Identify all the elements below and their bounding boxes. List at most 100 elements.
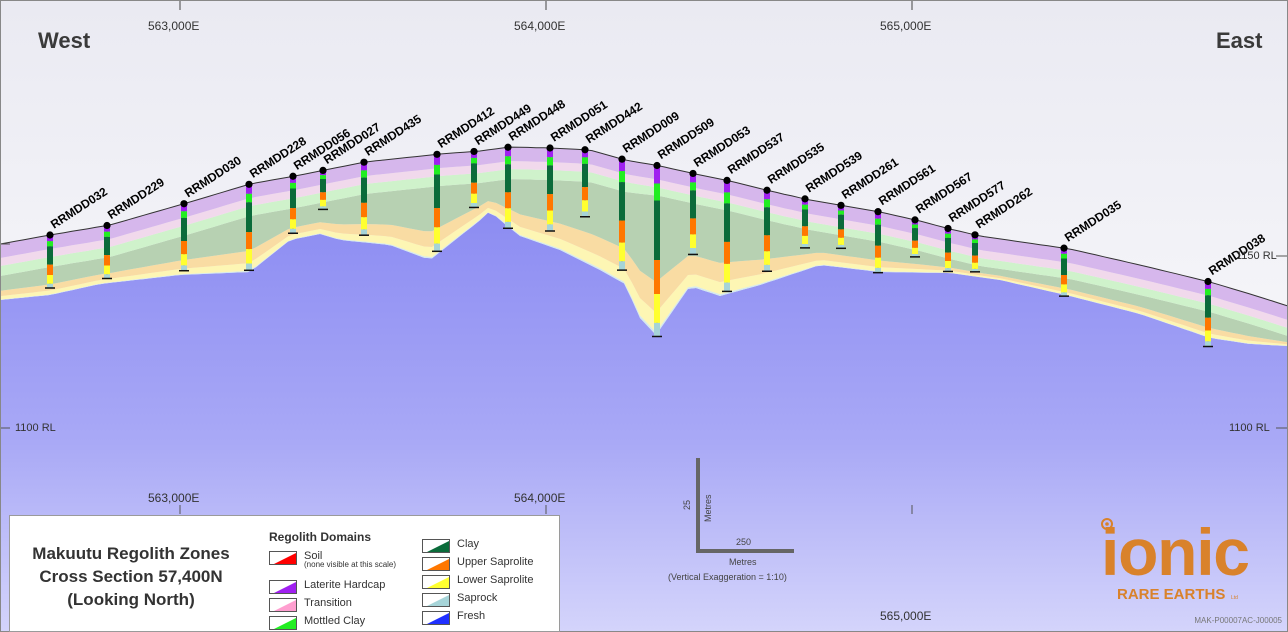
easting-bottom-563000: 563,000E <box>148 491 200 505</box>
drillhole-interval <box>582 157 588 164</box>
drillhole-interval <box>690 190 696 219</box>
legend-title-line-2: Cross Section 57,400N <box>39 567 223 586</box>
drillhole-interval <box>320 179 326 193</box>
west-label: West <box>38 28 91 53</box>
ionic-logo: ionic RARE EARTHS Ltd <box>1101 515 1250 603</box>
drillhole-interval <box>47 283 53 288</box>
drillhole-interval <box>47 264 53 275</box>
drillhole-interval <box>972 262 978 269</box>
legend-label: Upper Saprolite <box>457 556 534 568</box>
drillhole-interval <box>361 229 367 236</box>
drillhole-interval <box>582 150 588 158</box>
drillhole-interval <box>547 224 553 231</box>
drillhole-interval <box>654 200 660 260</box>
drillhole-interval <box>1061 292 1067 297</box>
drillhole-interval <box>434 164 440 175</box>
drillhole-interval <box>802 226 808 236</box>
drillhole-interval <box>361 202 367 218</box>
drillhole-interval <box>972 243 978 256</box>
drillhole-interval <box>802 235 808 245</box>
drillhole-interval <box>972 239 978 243</box>
drillhole-interval <box>912 224 918 229</box>
drillhole-interval <box>547 210 553 225</box>
drillhole-interval <box>104 265 110 275</box>
scale-vertical-value: 25 <box>682 499 692 510</box>
drillhole-interval <box>181 254 187 266</box>
logo-suffix: Ltd <box>1231 595 1238 601</box>
scale-vertical-unit: Metres <box>703 494 713 522</box>
scale-exaggeration-note: (Vertical Exaggeration = 1:10) <box>668 572 787 582</box>
drillhole-interval <box>181 204 187 212</box>
drillhole-collar <box>470 147 478 156</box>
drillhole-interval <box>912 228 918 241</box>
drillhole-interval <box>724 203 730 242</box>
drawing-reference-code: MAK-P00007AC-J00005 <box>1194 616 1282 625</box>
drillhole-interval <box>246 249 252 264</box>
legend-label: Saprock <box>457 592 498 604</box>
legend-title: Makuutu Regolith Zones Cross Section 57,… <box>18 542 244 611</box>
drillhole-interval <box>838 245 844 249</box>
drillhole-interval <box>290 208 296 220</box>
legend-title-line-3: (Looking North) <box>67 590 195 609</box>
drillhole-interval <box>690 218 696 235</box>
drillhole-interval <box>434 208 440 228</box>
drillhole-interval <box>912 254 918 257</box>
drillhole-interval <box>875 257 881 268</box>
drillhole-interval <box>945 237 951 253</box>
drillhole-interval <box>1061 253 1067 259</box>
drillhole-interval <box>471 193 477 204</box>
drillhole-interval <box>47 236 53 242</box>
drillhole-interval <box>104 226 110 232</box>
drillhole-interval <box>47 241 53 247</box>
drillhole-interval <box>434 174 440 209</box>
drillhole-interval <box>361 163 367 171</box>
drillhole-interval <box>582 200 588 212</box>
drillhole-interval <box>1061 284 1067 293</box>
drillhole-interval <box>505 208 511 222</box>
drillhole-interval <box>690 182 696 191</box>
drillhole-interval <box>181 211 187 218</box>
drillhole-interval <box>945 268 951 272</box>
easting-bottom-564000: 564,000E <box>514 491 566 505</box>
rl-label-1100-left: 1100 RL <box>15 422 56 434</box>
drillhole-collar <box>180 200 188 208</box>
drillhole-interval <box>505 148 511 157</box>
drillhole-interval <box>802 204 808 210</box>
drillhole-collar <box>546 144 554 152</box>
drillhole-interval <box>505 192 511 209</box>
drillhole-interval <box>724 263 730 283</box>
drillhole-interval <box>582 163 588 187</box>
drillhole-interval <box>619 160 625 172</box>
legend-swatch <box>269 551 297 565</box>
drillhole-interval <box>838 210 844 215</box>
drillhole-collar <box>103 221 111 230</box>
drillhole-collar <box>971 231 979 239</box>
drillhole-interval <box>104 255 110 266</box>
drillhole-interval <box>764 207 770 236</box>
drillhole-collar <box>289 172 297 180</box>
ground-surface-line <box>0 146 1288 307</box>
drillhole-interval <box>505 221 511 229</box>
drillhole-interval <box>471 203 477 208</box>
drillhole-interval <box>875 212 881 219</box>
drillhole-interval <box>724 192 730 204</box>
legend-heading: Regolith Domains <box>269 530 372 544</box>
legend-label: Transition <box>304 597 352 609</box>
drillhole-interval <box>764 191 770 200</box>
drillhole-interval <box>181 217 187 241</box>
drillhole-interval <box>582 211 588 217</box>
drillhole-collar <box>801 195 809 203</box>
drillhole-interval <box>47 275 53 284</box>
easting-top-564000: 564,000E <box>514 19 566 33</box>
drillhole-collar <box>581 146 589 154</box>
legend-label: Laterite Hardcap <box>304 579 386 591</box>
drillhole-interval <box>802 244 808 248</box>
drillhole-collar <box>689 169 697 178</box>
drillhole-interval <box>654 166 660 184</box>
easting-top-563000: 563,000E <box>148 19 200 33</box>
drillhole-interval <box>361 217 367 230</box>
drillhole-interval <box>320 175 326 179</box>
drillhole-interval <box>802 209 808 227</box>
legend-label: Clay <box>457 538 480 550</box>
